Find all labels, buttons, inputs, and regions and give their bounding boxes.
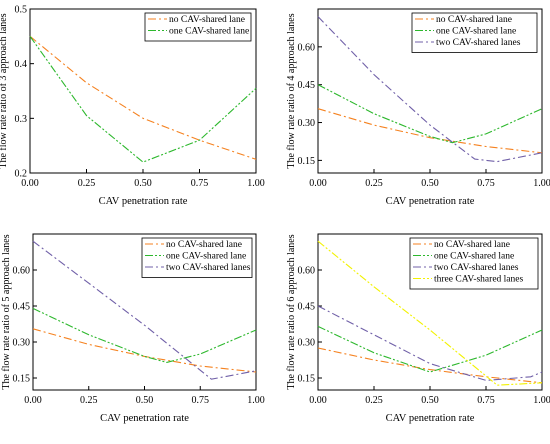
y-tick-label: 0.60: [13, 266, 31, 277]
y-tick-label: 0.15: [298, 374, 316, 385]
x-tick-label: 0.00: [21, 178, 39, 189]
x-tick-label: 0.50: [421, 178, 439, 189]
x-tick-label: 1.00: [247, 395, 265, 406]
y-tick-label: 0.45: [298, 302, 316, 313]
legend-entry-no: no CAV-shared lane: [166, 240, 242, 250]
y-axis-label: The flow rate ratio of 4 approach lanes: [286, 13, 297, 168]
x-tick-label: 0.25: [365, 395, 383, 406]
legend-entry-two: two CAV-shared lanes: [434, 263, 519, 273]
legend-entry-three: three CAV-shared lanes: [434, 275, 523, 285]
series-line-three: [317, 240, 543, 386]
y-tick-label: 0.3: [15, 114, 28, 125]
legend-entry-one: one CAV-shared lane: [436, 27, 516, 37]
legend: no CAV-shared lane one CAV-shared lane: [144, 12, 252, 42]
legend-entry-no: no CAV-shared lane: [434, 240, 510, 250]
chart-panel-2: 0.00 0.25 0.50 0.75 1.00 0.15 0.30 0.45 0.60 CAV …: [286, 8, 550, 207]
legend-box: [141, 237, 253, 278]
y-tick-label: 0.60: [298, 266, 316, 277]
legend-entry-no: no CAV-shared lane: [436, 15, 512, 25]
legend-box: [409, 237, 539, 290]
y-tick-label: 0.30: [298, 338, 316, 349]
y-tick-label: 0.60: [298, 42, 316, 53]
x-tick-label: 1.00: [533, 178, 550, 189]
series-line-no: [32, 328, 257, 373]
y-tick-label: 0.45: [13, 302, 31, 313]
chart-panel-4: 0.00 0.25 0.50 0.75 1.00 0.15 0.30 0.45 0.60 CAV …: [286, 233, 550, 424]
x-axis-label: CAV penetration rate: [100, 413, 189, 424]
x-tick-label: 1.00: [247, 178, 265, 189]
x-tick-label: 0.50: [421, 395, 439, 406]
x-tick-label: 0.50: [134, 178, 152, 189]
y-tick-label: 0.15: [13, 374, 31, 385]
x-tick-label: 0.00: [309, 178, 327, 189]
y-tick-label: 0.2: [15, 169, 28, 180]
legend-entry-two: two CAV-shared lanes: [436, 38, 521, 48]
y-tick-label: 0.15: [298, 156, 316, 167]
y-tick-label: 0.5: [15, 5, 28, 16]
series-line-two: [317, 305, 543, 381]
y-tick-label: 0.30: [13, 338, 31, 349]
legend-entry-one: one CAV-shared lane: [166, 252, 246, 262]
x-axis-label: CAV penetration rate: [99, 196, 188, 207]
x-axis-label: CAV penetration rate: [386, 196, 475, 207]
series-line-no: [317, 108, 543, 154]
y-tick-label: 0.45: [298, 80, 316, 91]
legend-entry-no: no CAV-shared lane: [169, 15, 245, 25]
legend-box: [144, 12, 252, 42]
legend-entry-one: one CAV-shared lane: [434, 252, 514, 262]
y-tick-label: 0.30: [298, 118, 316, 129]
legend: no CAV-shared lane one CAV-shared lanetwo…: [141, 237, 253, 278]
legend: no CAV-shared lane one CAV-shared lanetwo…: [411, 12, 538, 53]
x-tick-label: 0.25: [78, 178, 96, 189]
x-axis-label: CAV penetration rate: [386, 413, 475, 424]
series-line-one: [317, 84, 543, 144]
y-axis-label: The flow rate ratio of 5 approach lanes: [1, 234, 12, 389]
legend-box: [411, 12, 538, 53]
y-axis-label: The flow rate ratio of 6 approach lanes: [286, 234, 297, 389]
series-line-one: [317, 325, 543, 373]
chart-panel-3: 0.00 0.25 0.50 0.75 1.00 0.15 0.30 0.45 0.60 CAV …: [1, 233, 265, 424]
x-tick-label: 0.00: [309, 395, 327, 406]
x-tick-label: 0.75: [477, 178, 495, 189]
y-axis-label: The flow rate ratio of 3 approach lanes: [0, 13, 9, 168]
y-tick-label: 0.4: [15, 59, 28, 70]
legend-entry-two: two CAV-shared lanes: [166, 263, 251, 273]
series-line-no: [29, 35, 257, 160]
legend: no CAV-shared lane one CAV-shared lanetwo…: [409, 237, 539, 290]
x-tick-label: 0.75: [192, 395, 210, 406]
x-tick-label: 0.00: [24, 395, 42, 406]
series-line-no: [317, 347, 543, 384]
x-tick-label: 0.25: [80, 395, 98, 406]
series-line-one: [29, 35, 257, 163]
chart-panel-1: 0.00 0.25 0.50 0.75 1.00 0.2 0.3 0.4 0.5 CAV pene…: [0, 5, 265, 208]
x-tick-label: 1.00: [533, 395, 550, 406]
x-tick-label: 0.75: [477, 395, 495, 406]
x-tick-label: 0.25: [365, 178, 383, 189]
x-tick-label: 0.75: [191, 178, 209, 189]
series-line-two: [32, 240, 257, 380]
x-tick-label: 0.50: [136, 395, 154, 406]
series-line-two: [317, 16, 543, 163]
legend-entry-one: one CAV-shared lane: [169, 27, 249, 37]
series-line-one: [32, 307, 257, 363]
